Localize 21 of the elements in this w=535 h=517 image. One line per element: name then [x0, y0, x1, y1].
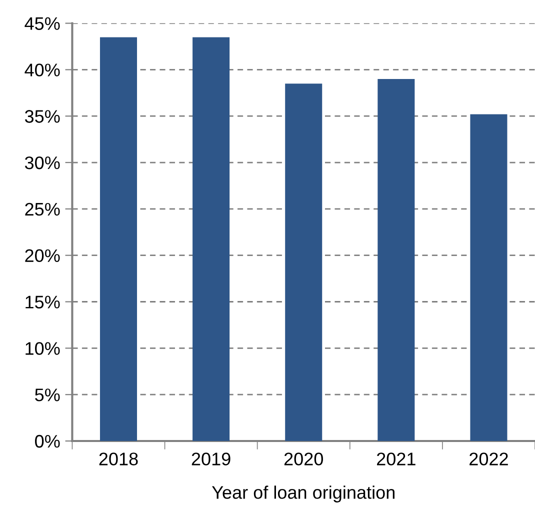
y-tick-label: 15%	[26, 296, 60, 308]
y-tick-label: 10%	[26, 342, 60, 355]
x-tick-label: 2022	[470, 452, 508, 466]
x-tick-label: 2018	[99, 452, 138, 466]
y-tick-label: 20%	[25, 249, 60, 262]
y-tick-label: 0%	[35, 434, 60, 448]
y-tick-label: 5%	[35, 388, 60, 402]
bar	[378, 78, 415, 441]
bar	[470, 114, 508, 441]
x-tick-label: 2021	[376, 452, 416, 466]
y-tick-label: 35%	[24, 110, 60, 123]
x-tick-label: 2020	[284, 452, 323, 466]
bar	[192, 37, 230, 441]
x-tick-label: 2019	[192, 452, 230, 466]
y-tick-label: 30%	[24, 156, 60, 170]
x-axis-title: Year of loan origination	[212, 486, 394, 502]
y-tick-label: 40%	[24, 64, 60, 76]
bar	[100, 37, 138, 441]
bar	[285, 84, 322, 441]
y-tick-label: 25%	[25, 202, 60, 216]
y-tick-label: 45%	[24, 17, 60, 30]
